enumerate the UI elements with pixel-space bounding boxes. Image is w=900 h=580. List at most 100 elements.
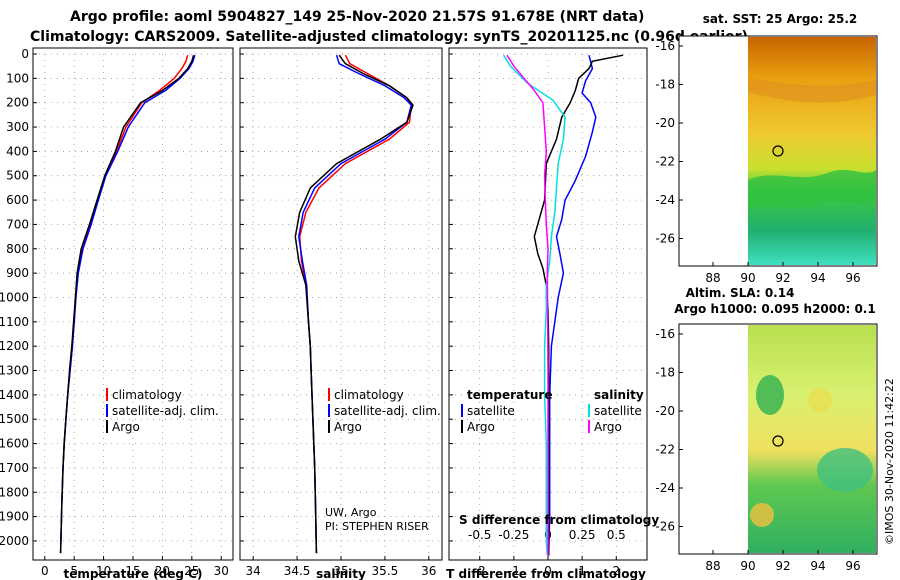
- map-y-tick-label: -16: [655, 327, 675, 341]
- x-tick-label: 34.5: [284, 564, 311, 578]
- depth-tick-label: 500: [6, 169, 29, 183]
- figure-title-line1: Argo profile: aoml 5904827_149 25-Nov-20…: [70, 9, 644, 25]
- x-tick-label-top: 0.25: [569, 528, 596, 542]
- sst-map-title: sat. SST: 25 Argo: 25.2: [703, 12, 857, 26]
- depth-tick-label: 0: [21, 47, 29, 61]
- x-tick-label: 25: [184, 564, 199, 578]
- depth-tick-label: 600: [6, 193, 29, 207]
- map-x-tick-label: 94: [810, 271, 825, 285]
- salinity-legend: climatology satellite-adj. clim. Argo UW…: [325, 388, 441, 533]
- legend-label-sal-argo: Argo: [594, 420, 622, 434]
- x-tick-label: 15: [125, 564, 140, 578]
- legend-label-argo: Argo: [112, 420, 140, 434]
- sla-map-title-line2: Argo h1000: 0.095 h2000: 0.1: [674, 302, 875, 316]
- depth-tick-label: 1900: [0, 510, 29, 524]
- salinity-axis-label: salinity: [316, 567, 366, 580]
- argo-location-marker: [772, 435, 784, 447]
- sla-map: Altim. SLA: 0.14 Argo h1000: 0.095 h2000…: [655, 286, 878, 573]
- map-y-tick-label: -20: [655, 404, 675, 418]
- map-x-tick-label: 92: [775, 271, 790, 285]
- legend-label-sal-satellite: satellite: [594, 404, 642, 418]
- map-y-tick-label: -22: [655, 443, 675, 457]
- legend-label-temp-satellite: satellite: [467, 404, 515, 418]
- sla-eddy-1: [756, 375, 784, 415]
- depth-tick-label: 1000: [0, 290, 29, 304]
- x-tick-label-top: -0.5: [468, 528, 491, 542]
- pi-annotation-line1: UW, Argo: [325, 506, 377, 519]
- map-y-tick-label: -24: [655, 193, 675, 207]
- sla-eddy-3: [817, 448, 873, 492]
- map-x-tick-label: 92: [775, 559, 790, 573]
- x-tick-label-top: -0.25: [498, 528, 529, 542]
- legend-label-satellite: satellite-adj. clim.: [112, 404, 219, 418]
- x-tick-label: -2: [474, 564, 486, 578]
- x-tick-label: 10: [96, 564, 111, 578]
- legend-label-temp-argo: Argo: [467, 420, 495, 434]
- depth-tick-label: 900: [6, 266, 29, 280]
- depth-tick-label: 700: [6, 217, 29, 231]
- map-x-tick-label: 94: [810, 559, 825, 573]
- depth-tick-label: 1600: [0, 437, 29, 451]
- x-tick-label: 34: [246, 564, 261, 578]
- figure-title-line2: Climatology: CARS2009. Satellite-adjuste…: [30, 29, 748, 45]
- pi-annotation-line2: PI: STEPHEN RISER: [325, 520, 429, 533]
- series-line: [294, 54, 414, 554]
- x-tick-label: 2: [612, 564, 620, 578]
- x-tick-label-top: 0.5: [607, 528, 626, 542]
- s-difference-axis-label: S difference from climatology: [459, 513, 659, 527]
- depth-tick-label: 1500: [0, 412, 29, 426]
- sst-field-patch: [748, 169, 876, 210]
- temperature-plot: 0 5 10 15 20 25 30: [33, 48, 233, 578]
- legend-title-salinity: salinity: [594, 388, 644, 402]
- series-line: [502, 54, 566, 556]
- depth-tick-label: 1300: [0, 364, 29, 378]
- sst-field-band: [748, 78, 876, 103]
- x-tick-label: 0: [544, 564, 552, 578]
- depth-tick-label: 400: [6, 144, 29, 158]
- x-tick-label: 0: [41, 564, 49, 578]
- legend-label-climatology: climatology: [112, 388, 182, 402]
- imos-timestamp: ©IMOS 30-Nov-2020 11:42:22: [883, 378, 896, 545]
- sst-field: [748, 37, 876, 265]
- depth-tick-label: 1700: [0, 461, 29, 475]
- map-x-tick-label: 96: [845, 559, 860, 573]
- series-line: [59, 54, 195, 554]
- map-x-tick-label: 90: [740, 271, 755, 285]
- temperature-axis-label: temperature (deg C): [64, 567, 203, 580]
- legend-label-climatology: climatology: [334, 388, 404, 402]
- depth-tick-label: 300: [6, 120, 29, 134]
- series-line: [506, 54, 549, 556]
- x-tick-label: 35: [333, 564, 348, 578]
- series-line: [547, 55, 597, 556]
- depth-axis: 0 100 200 300 400 500 600 700 800 900 1000 1100 1200…: [0, 47, 29, 548]
- legend-label-argo: Argo: [334, 420, 362, 434]
- sla-map-title-line1: Altim. SLA: 0.14: [686, 286, 795, 300]
- depth-tick-label: 1100: [0, 315, 29, 329]
- depth-tick-label: 2000: [0, 534, 29, 548]
- depth-tick-label: 100: [6, 71, 29, 85]
- map-y-tick-label: -20: [655, 116, 675, 130]
- map-y-tick-label: -16: [655, 39, 675, 53]
- map-y-tick-label: -18: [655, 78, 675, 92]
- map-x-tick-label: 96: [845, 271, 860, 285]
- map-y-tick-label: -18: [655, 366, 675, 380]
- sst-map-axes: -16 -18 -20 -22 -24 -26 88 90 92 94 96: [655, 39, 860, 285]
- map-x-tick-label: 88: [705, 271, 720, 285]
- map-x-tick-label: 90: [740, 559, 755, 573]
- map-y-tick-label: -22: [655, 155, 675, 169]
- legend-label-satellite: satellite-adj. clim.: [334, 404, 441, 418]
- depth-tick-label: 1200: [0, 339, 29, 353]
- x-tick-label: 36: [421, 564, 436, 578]
- legend-title-temperature: temperature: [467, 388, 552, 402]
- depth-tick-label: 1800: [0, 485, 29, 499]
- sla-eddy-4: [750, 503, 774, 527]
- x-tick-label: 35.5: [372, 564, 399, 578]
- t-difference-axis-label: T difference from climatology: [446, 567, 646, 580]
- x-tick-label: 20: [155, 564, 170, 578]
- x-tick-label: 30: [214, 564, 229, 578]
- salinity-plot: 34 34.5 35 35.5 36: [240, 48, 442, 578]
- series-line: [59, 54, 189, 554]
- sst-map: sat. SST: 25 Argo: 25.2 -16-18-20-22-24-…: [655, 12, 878, 285]
- salinity-panel-frame: [239, 47, 443, 561]
